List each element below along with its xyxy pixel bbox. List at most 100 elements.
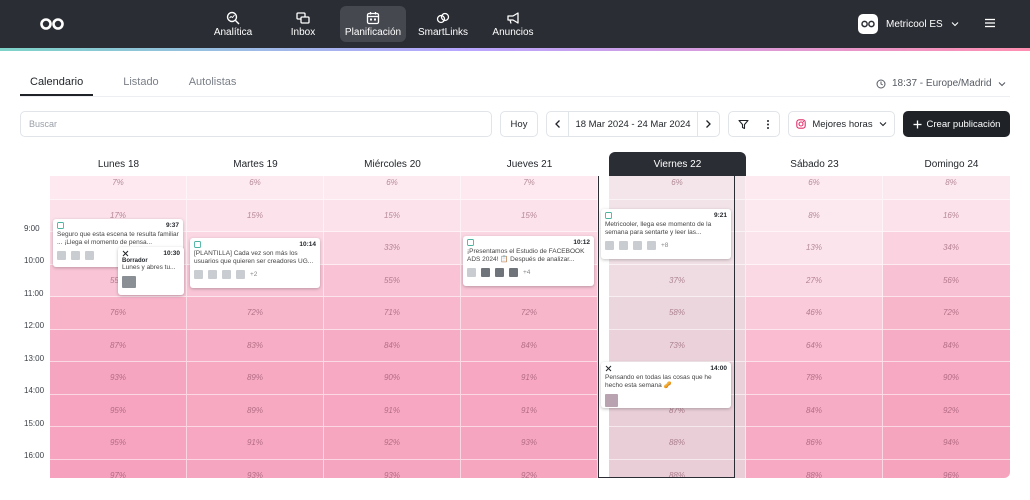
today-button[interactable]: Hoy <box>500 111 538 137</box>
heatmap-cell[interactable]: 92% <box>461 459 598 478</box>
timezone-selector[interactable]: 18:37 - Europe/Madrid <box>876 78 1006 89</box>
heatmap-cell[interactable]: 93% <box>50 362 187 395</box>
heatmap-cell[interactable]: 55% <box>324 264 461 297</box>
nav-smartlinks[interactable]: SmartLinks <box>410 6 476 42</box>
heatmap-cell[interactable]: 87% <box>50 329 187 362</box>
heatmap-cell[interactable]: 92% <box>883 394 1010 427</box>
heatmap-cell[interactable]: 91% <box>187 427 324 460</box>
x-icon <box>122 250 129 257</box>
heatmap-cell[interactable]: 27% <box>746 264 883 297</box>
heatmap-cell[interactable]: 7% <box>461 176 598 200</box>
day-header[interactable]: Miércoles 20 <box>364 158 421 170</box>
heatmap-cell[interactable]: 58% <box>609 297 746 330</box>
heatmap-cell[interactable]: 8% <box>746 199 883 232</box>
heatmap-cell[interactable]: 89% <box>187 394 324 427</box>
heatmap-cell[interactable]: 84% <box>883 329 1010 362</box>
filter-icon[interactable] <box>738 119 749 130</box>
heatmap-cell[interactable]: 13% <box>746 232 883 265</box>
chevron-left-icon[interactable] <box>553 119 563 129</box>
heatmap-cell[interactable]: 97% <box>50 459 187 478</box>
more-options-icon[interactable] <box>766 119 770 130</box>
heatmap-cell[interactable]: 6% <box>609 176 746 200</box>
post-card-draft[interactable]: 10:30 Borrador Lunes y abres tu... <box>118 247 184 295</box>
heatmap-cell[interactable]: 73% <box>609 329 746 362</box>
heatmap-cell[interactable]: 91% <box>324 394 461 427</box>
heatmap-cell[interactable]: 88% <box>609 459 746 478</box>
heatmap-cell[interactable]: 72% <box>883 297 1010 330</box>
day-header[interactable]: Viernes 22 <box>609 152 746 176</box>
heatmap-cell[interactable]: 84% <box>746 394 883 427</box>
metricool-logo[interactable] <box>40 17 64 31</box>
nav-analitica[interactable]: Analítica <box>200 6 266 42</box>
heatmap-cell[interactable]: 71% <box>324 297 461 330</box>
heatmap-cell[interactable]: 76% <box>50 297 187 330</box>
chevron-down-icon <box>879 122 886 127</box>
heatmap-cell[interactable]: 83% <box>187 329 324 362</box>
tab-calendario[interactable]: Calendario <box>20 76 94 96</box>
account-selector[interactable]: Metricool ES <box>858 14 959 34</box>
heatmap-cell[interactable]: 56% <box>883 264 1010 297</box>
tab-listado[interactable]: Listado <box>123 76 159 88</box>
post-card[interactable]: 10:14 [PLANTILLA] Cada vez son más los u… <box>190 238 320 288</box>
post-card[interactable]: 9:21 Metricooler, llega ese momento de l… <box>601 209 731 259</box>
heatmap-cell[interactable]: 64% <box>746 329 883 362</box>
heatmap-cell[interactable]: 91% <box>461 362 598 395</box>
x-icon <box>605 365 612 372</box>
day-header[interactable]: Martes 19 <box>233 158 278 170</box>
heatmap-cell[interactable]: 15% <box>324 199 461 232</box>
heatmap-cell[interactable]: 94% <box>883 427 1010 460</box>
heatmap-cell[interactable]: 91% <box>461 394 598 427</box>
heatmap-cell[interactable]: 15% <box>461 199 598 232</box>
heatmap-cell[interactable]: 96% <box>883 459 1010 478</box>
heatmap-cell[interactable]: 72% <box>187 297 324 330</box>
chevron-right-icon[interactable] <box>703 119 713 129</box>
heatmap-cell[interactable]: 89% <box>187 362 324 395</box>
heatmap-cell[interactable]: 72% <box>461 297 598 330</box>
heatmap-cell[interactable]: 84% <box>324 329 461 362</box>
heatmap-cell[interactable]: 90% <box>324 362 461 395</box>
day-header[interactable]: Jueves 21 <box>506 158 553 170</box>
heatmap-cell[interactable]: 86% <box>746 427 883 460</box>
nav-planificacion[interactable]: Planificación <box>340 6 406 42</box>
heatmap-cell[interactable]: 46% <box>746 297 883 330</box>
nav-label: SmartLinks <box>417 26 468 38</box>
nav-inbox[interactable]: Inbox <box>270 6 336 42</box>
post-card[interactable]: 10:12 ¡Presentamos el Estudio de FACEBOO… <box>463 236 594 286</box>
heatmap-cell[interactable]: 90% <box>883 362 1010 395</box>
nav-anuncios[interactable]: Anuncios <box>480 6 546 42</box>
filter-group <box>728 111 780 137</box>
heatmap-cell[interactable]: 95% <box>50 394 187 427</box>
heatmap-cell[interactable]: 93% <box>461 427 598 460</box>
heatmap-cell[interactable]: 95% <box>50 427 187 460</box>
heatmap-cell[interactable]: 78% <box>746 362 883 395</box>
create-post-button[interactable]: Crear publicación <box>903 111 1010 137</box>
heatmap-cell[interactable]: 16% <box>883 199 1010 232</box>
heatmap-cell[interactable]: 37% <box>609 264 746 297</box>
heatmap-cell[interactable]: 88% <box>609 427 746 460</box>
search-input[interactable]: Buscar <box>20 111 492 137</box>
heatmap-cell[interactable]: 8% <box>883 176 1010 200</box>
day-header[interactable]: Domingo 24 <box>924 158 979 170</box>
day-header[interactable]: Sábado 23 <box>790 158 839 170</box>
tab-autolistas[interactable]: Autolistas <box>188 76 237 88</box>
heatmap-cell[interactable]: 6% <box>746 176 883 200</box>
heatmap-cell[interactable]: 7% <box>50 176 187 200</box>
hamburger-menu-icon[interactable] <box>983 16 997 30</box>
heatmap-cell[interactable]: 93% <box>324 459 461 478</box>
heatmap-cell[interactable]: 6% <box>187 176 324 200</box>
heatmap-cell[interactable]: 92% <box>324 427 461 460</box>
date-range-label[interactable]: 18 Mar 2024 - 24 Mar 2024 <box>568 111 698 137</box>
heatmap-cell[interactable]: 33% <box>324 232 461 265</box>
post-time: 14:00 <box>710 365 727 372</box>
heatmap-cell[interactable]: 93% <box>187 459 324 478</box>
best-hours-selector[interactable]: Mejores horas <box>788 111 895 137</box>
heatmap-cell[interactable]: 34% <box>883 232 1010 265</box>
heatmap-cell[interactable]: 88% <box>746 459 883 478</box>
day-header[interactable]: Lunes 18 <box>97 158 140 170</box>
thumbnail <box>509 268 518 277</box>
heatmap-cell[interactable]: 15% <box>187 199 324 232</box>
heatmap-cell[interactable]: 6% <box>324 176 461 200</box>
post-text: ¡Presentamos el Estudio de FACEBOOK ADS … <box>467 248 585 263</box>
post-card[interactable]: 14:00 Pensando en todas las cosas que he… <box>601 362 731 408</box>
heatmap-cell[interactable]: 84% <box>461 329 598 362</box>
